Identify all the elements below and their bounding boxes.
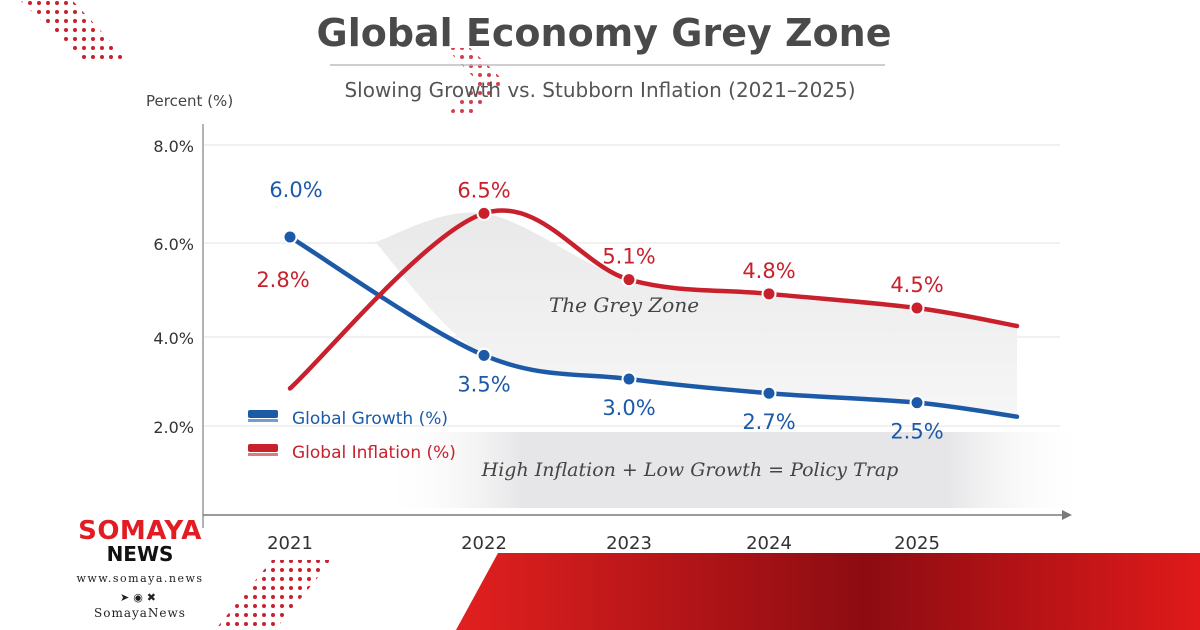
inflation-data-label: 5.1% [602,245,655,269]
growth-data-label: 2.7% [742,410,795,434]
inflation-data-label: 2.8% [256,268,309,292]
grey-zone-area [375,212,1017,417]
inflation-data-label: 4.8% [742,259,795,283]
legend: Global Growth (%) Global Inflation (%) [248,409,456,463]
brand-block: SOMAYA NEWS www.somaya.news ➤◉✖ SomayaNe… [60,518,220,620]
legend-swatch-shadow [248,453,278,456]
legend-swatch [248,410,278,418]
inflation-data-label: 4.5% [890,273,943,297]
brand-handle: SomayaNews [94,606,186,620]
legend-swatch-shadow [248,419,278,422]
growth-point [761,385,777,401]
growth-point [476,347,492,363]
chart-subtitle: Slowing Growth vs. Stubborn Inflation (2… [344,78,855,102]
growth-point [282,229,298,245]
growth-point [909,395,925,411]
growth-data-label: 3.0% [602,396,655,420]
legend-label: Global Inflation (%) [292,443,456,463]
brand-site[interactable]: www.somaya.news [76,572,204,585]
y-axis-label: Percent (%) [146,92,233,110]
decor-dots-title [446,48,505,116]
footer-band [456,553,1200,630]
inflation-point [476,205,492,221]
decor-dots-bottom [215,560,332,630]
chart-title: Global Economy Grey Zone [317,11,892,55]
annotation-grey-zone: The Grey Zone [549,293,699,317]
annotation-policy-trap: High Inflation + Low Growth = Policy Tra… [481,459,899,481]
inflation-point [909,300,925,316]
social-icons: ➤◉✖ [60,591,220,604]
series: 6.0% 3.5% 3.0% 2.7% 2.5% 2.8% 6.5% 5.1% 4.8% 4.5% [256,178,1020,444]
x-tick-label: 2022 [461,533,507,554]
x-tick-label: 2023 [606,533,652,554]
x-tick-label: 2025 [894,533,940,554]
decor-dots-top-left [20,0,130,62]
legend-label: Global Growth (%) [292,409,448,429]
x-tick-label: 2021 [267,533,313,554]
x-axis-arrow [1062,510,1072,520]
inflation-point [621,272,637,288]
inflation-point [761,286,777,302]
y-tick-label: 6.0% [153,235,194,254]
y-tick-label: 8.0% [153,137,194,156]
y-tick-label: 2.0% [153,418,194,437]
growth-point [621,371,637,387]
brand-name: SOMAYA [78,516,202,546]
policy-band [380,432,1090,508]
x-tick-label: 2024 [746,533,792,554]
legend-swatch [248,444,278,452]
grey-zone [375,212,1017,417]
x-icon[interactable]: ✖ [146,591,161,604]
facebook-icon[interactable]: ◉ [133,591,147,604]
growth-data-label: 2.5% [890,420,943,444]
growth-data-label: 6.0% [269,178,322,202]
inflation-data-label: 6.5% [457,178,510,202]
y-ticks: 8.0% 6.0% 4.0% 2.0% [153,137,194,437]
brand-sub: NEWS [106,542,174,566]
growth-data-label: 3.5% [457,372,510,396]
x-ticks: 2021 2022 2023 2024 2025 [267,533,940,554]
y-tick-label: 4.0% [153,329,194,348]
telegram-icon[interactable]: ➤ [119,591,134,604]
